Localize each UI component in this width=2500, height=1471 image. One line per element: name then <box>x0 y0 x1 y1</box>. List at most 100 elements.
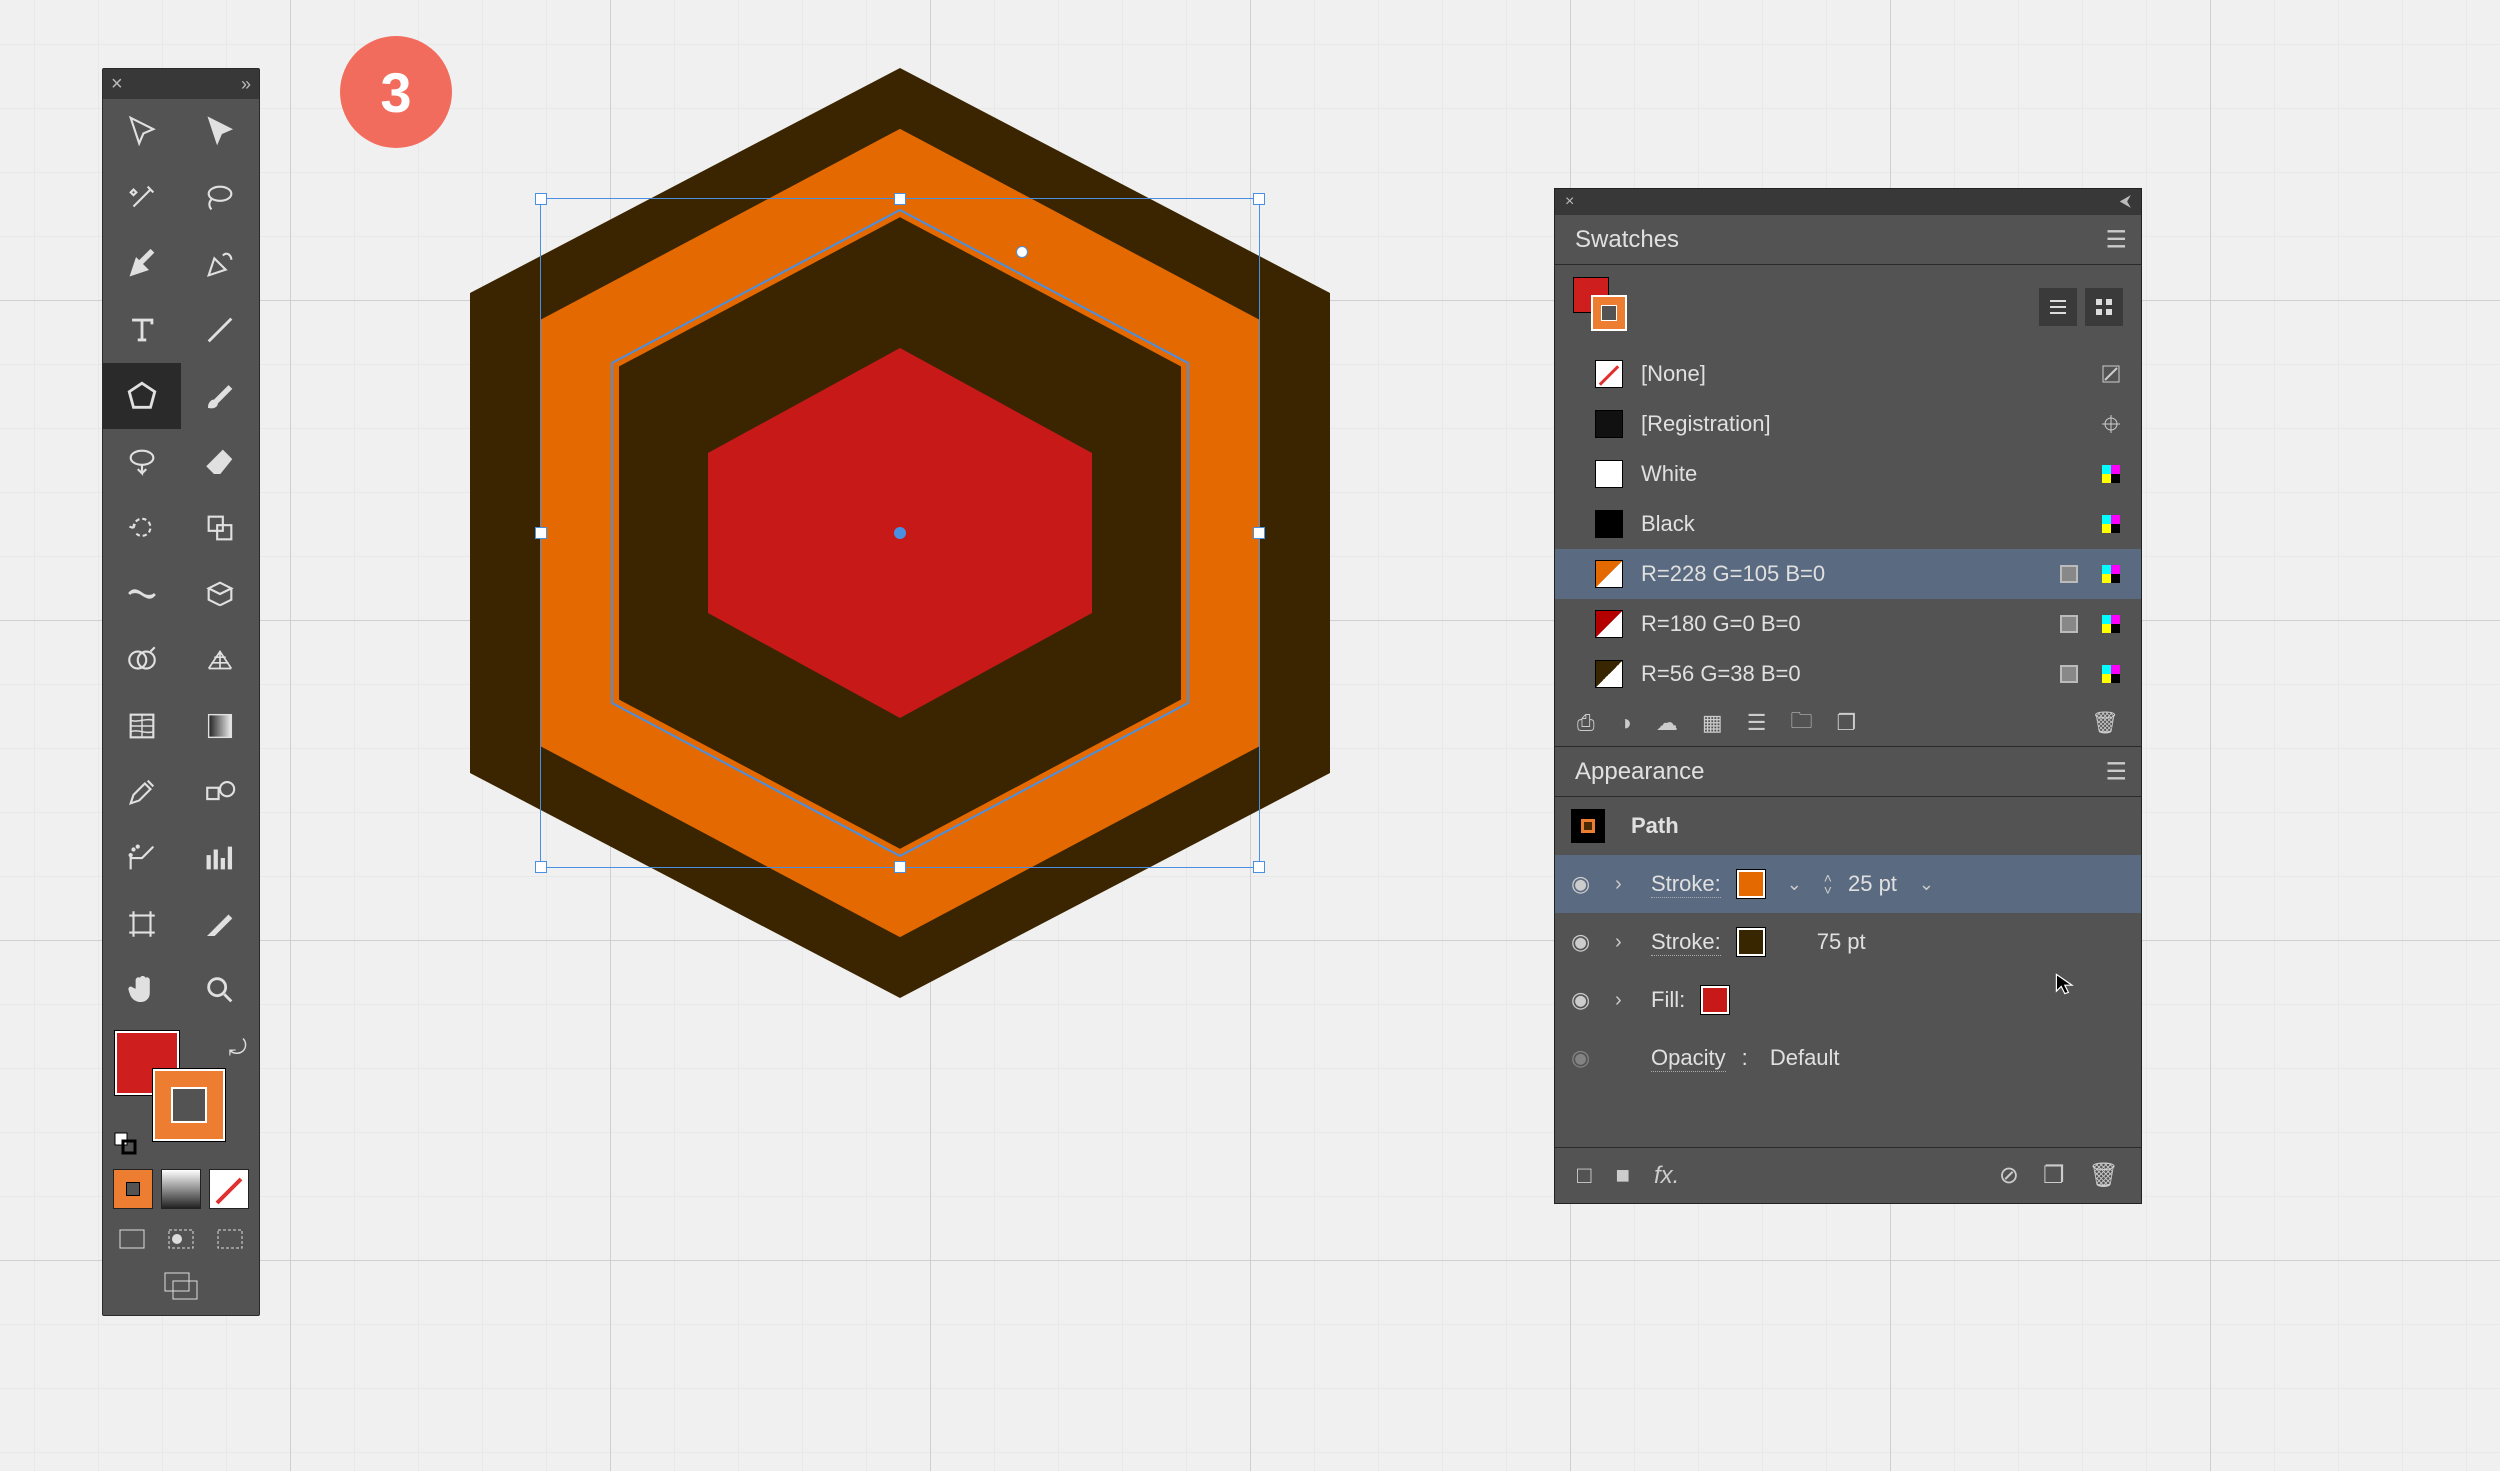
swatches-toolbar: ⎙ ◑ ☁ ▦ ☰ 🗀 ❐ 🗑 <box>1555 699 2141 747</box>
expand-icon[interactable]: › <box>1615 989 1635 1012</box>
slice-tool[interactable] <box>181 891 259 957</box>
list-view-button[interactable] <box>2039 288 2077 326</box>
fill-stroke-control[interactable]: ⤾ <box>103 1023 259 1163</box>
visibility-icon[interactable]: ◉ <box>1571 987 1599 1013</box>
swap-fill-stroke-icon[interactable]: ⤾ <box>229 1035 247 1061</box>
hand-tool[interactable] <box>103 957 181 1023</box>
anchor-point[interactable] <box>1016 246 1028 258</box>
column-graph-tool[interactable] <box>181 825 259 891</box>
color-mode-solid[interactable] <box>113 1169 153 1209</box>
tools-panel-header[interactable]: × » <box>103 69 259 99</box>
swatches-tab[interactable]: Swatches ☰ <box>1555 215 2141 265</box>
appearance-tab[interactable]: Appearance ☰ <box>1555 747 2141 797</box>
shaper-tool[interactable] <box>103 429 181 495</box>
active-fill-stroke[interactable] <box>1573 277 1633 337</box>
stroke-label[interactable]: Stroke: <box>1651 929 1721 956</box>
expand-icon[interactable]: › <box>1615 931 1635 954</box>
width-tool[interactable] <box>103 561 181 627</box>
chevron-down-icon[interactable]: ⌄ <box>1913 874 1940 895</box>
scale-tool[interactable] <box>181 495 259 561</box>
pen-tool[interactable] <box>103 231 181 297</box>
add-stroke-icon[interactable]: □ <box>1577 1162 1592 1190</box>
direct-selection-tool[interactable] <box>181 99 259 165</box>
swatch-kinds-icon[interactable]: ◑ <box>1619 710 1632 736</box>
visibility-icon[interactable]: ◉ <box>1571 929 1599 955</box>
zoom-tool[interactable] <box>181 957 259 1023</box>
new-swatch-icon[interactable]: ❐ <box>1836 710 1856 736</box>
curvature-tool[interactable] <box>181 231 259 297</box>
collapse-icon[interactable]: ⮜ <box>2120 193 2131 211</box>
stroke-swatch[interactable] <box>153 1069 225 1141</box>
collapse-icon[interactable]: » <box>241 74 251 95</box>
expand-icon[interactable]: › <box>1615 873 1635 896</box>
selection-tool[interactable] <box>103 99 181 165</box>
eyedropper-tool[interactable] <box>103 759 181 825</box>
delete-swatch-icon[interactable]: 🗑 <box>2091 710 2119 736</box>
polygon-tool[interactable] <box>103 363 181 429</box>
symbol-sprayer-tool[interactable] <box>103 825 181 891</box>
swatch-row[interactable]: R=56 G=38 B=0 <box>1555 649 2141 699</box>
swatch-row[interactable]: White <box>1555 449 2141 499</box>
shape-builder-tool[interactable] <box>103 627 181 693</box>
panel-menu-icon[interactable]: ☰ <box>2105 757 2127 786</box>
free-transform-tool[interactable] <box>181 561 259 627</box>
stroke-label[interactable]: Stroke: <box>1651 871 1721 898</box>
new-color-group-icon[interactable]: ▦ <box>1702 710 1723 736</box>
opacity-label[interactable]: Opacity <box>1651 1045 1726 1072</box>
panel-menu-icon[interactable]: ☰ <box>2105 225 2127 254</box>
add-fill-icon[interactable]: ■ <box>1616 1162 1631 1190</box>
swatch-row[interactable]: R=180 G=0 B=0 <box>1555 599 2141 649</box>
stroke-color-swatch[interactable] <box>1737 870 1765 898</box>
clear-appearance-icon[interactable]: ⊘ <box>1999 1161 2019 1190</box>
eraser-tool[interactable] <box>181 429 259 495</box>
swatch-row[interactable]: Black <box>1555 499 2141 549</box>
close-icon[interactable]: × <box>111 73 123 96</box>
gradient-tool[interactable] <box>181 693 259 759</box>
stroke-weight-value[interactable]: 25 pt <box>1848 871 1897 897</box>
rotate-tool[interactable] <box>103 495 181 561</box>
appearance-object-row: Path <box>1555 797 2141 855</box>
draw-normal-icon[interactable] <box>113 1223 150 1255</box>
color-mode-none[interactable] <box>209 1169 249 1209</box>
chevron-down-icon[interactable]: ⌄ <box>1781 874 1808 895</box>
add-effect-icon[interactable]: fx. <box>1654 1162 1679 1190</box>
type-tool[interactable] <box>103 297 181 363</box>
artboard-tool[interactable] <box>103 891 181 957</box>
line-segment-tool[interactable] <box>181 297 259 363</box>
panels-window: × ⮜ Swatches ☰ [None] [Registration] Whi… <box>1554 188 2142 1204</box>
swatch-row[interactable]: [None] <box>1555 349 2141 399</box>
stroke-color-swatch[interactable] <box>1737 928 1765 956</box>
swatch-row[interactable]: R=228 G=105 B=0 <box>1555 549 2141 599</box>
appearance-stroke-row[interactable]: ◉ › Stroke: ⌄ ˄˅ 25 pt ⌄ <box>1555 855 2141 913</box>
duplicate-item-icon[interactable]: ❐ <box>2043 1161 2065 1190</box>
default-fill-stroke-icon[interactable] <box>113 1131 137 1155</box>
lasso-tool[interactable] <box>181 165 259 231</box>
color-mode-gradient[interactable] <box>161 1169 201 1209</box>
panels-window-header[interactable]: × ⮜ <box>1555 189 2141 215</box>
swatch-libraries-icon[interactable]: ⎙ <box>1577 710 1595 736</box>
close-icon[interactable]: × <box>1565 193 1574 211</box>
opacity-value[interactable]: Default <box>1770 1045 1840 1071</box>
stroke-weight-value[interactable]: 75 pt <box>1817 929 1866 955</box>
draw-inside-icon[interactable] <box>212 1223 249 1255</box>
edit-swatch-icon[interactable]: ☰ <box>1747 710 1767 736</box>
fill-color-swatch[interactable] <box>1701 986 1729 1014</box>
bounding-box[interactable] <box>540 198 1260 868</box>
swatch-row[interactable]: [Registration] <box>1555 399 2141 449</box>
screen-mode-icon[interactable] <box>161 1271 201 1301</box>
new-folder-icon[interactable]: 🗀 <box>1790 704 1812 742</box>
paintbrush-tool[interactable] <box>181 363 259 429</box>
fill-label[interactable]: Fill: <box>1651 987 1685 1013</box>
appearance-opacity-row[interactable]: ◉ › Opacity: Default <box>1555 1029 2141 1087</box>
weight-stepper[interactable]: ˄˅ <box>1824 872 1832 896</box>
draw-behind-icon[interactable] <box>162 1223 199 1255</box>
magic-wand-tool[interactable] <box>103 165 181 231</box>
blend-tool[interactable] <box>181 759 259 825</box>
grid-view-button[interactable] <box>2085 288 2123 326</box>
delete-item-icon[interactable]: 🗑 <box>2089 1161 2119 1190</box>
perspective-grid-tool[interactable] <box>181 627 259 693</box>
swatch-options-icon[interactable]: ☁ <box>1656 710 1678 736</box>
mesh-tool[interactable] <box>103 693 181 759</box>
appearance-stroke-row[interactable]: ◉ › Stroke: 75 pt <box>1555 913 2141 971</box>
visibility-icon[interactable]: ◉ <box>1571 871 1599 897</box>
